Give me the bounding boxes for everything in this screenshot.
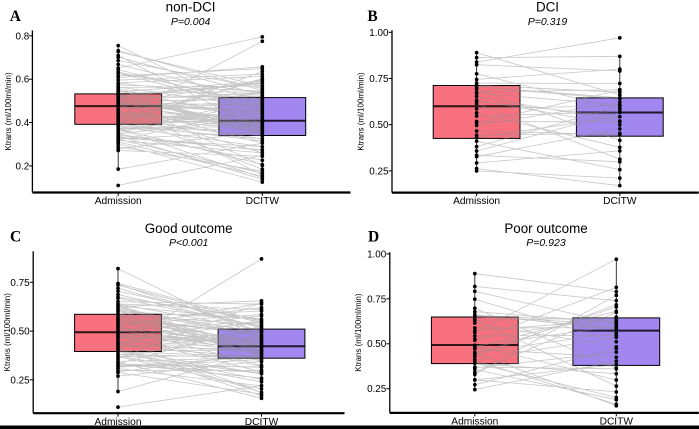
svg-text:Admission: Admission bbox=[451, 417, 498, 428]
svg-text:DCI: DCI bbox=[536, 0, 559, 15]
svg-text:DCITW: DCITW bbox=[600, 417, 634, 428]
svg-text:Admission: Admission bbox=[95, 417, 142, 428]
svg-text:Admission: Admission bbox=[453, 196, 500, 207]
svg-text:Ktrans (ml/100ml/min): Ktrans (ml/100ml/min) bbox=[354, 293, 363, 372]
svg-text:0.75: 0.75 bbox=[367, 294, 387, 305]
svg-text:0.4: 0.4 bbox=[15, 118, 29, 129]
svg-text:Admission: Admission bbox=[95, 196, 142, 207]
svg-text:P<0.001: P<0.001 bbox=[169, 237, 208, 249]
svg-text:0.75: 0.75 bbox=[10, 278, 30, 289]
svg-text:C: C bbox=[10, 228, 21, 245]
svg-text:DCITW: DCITW bbox=[245, 417, 279, 428]
svg-text:0.25: 0.25 bbox=[369, 166, 389, 177]
svg-text:0.6: 0.6 bbox=[15, 75, 29, 86]
svg-text:DCITW: DCITW bbox=[603, 196, 637, 207]
svg-text:0.50: 0.50 bbox=[369, 120, 389, 131]
svg-text:P=0.923: P=0.923 bbox=[526, 237, 566, 249]
svg-text:DCITW: DCITW bbox=[246, 196, 280, 207]
svg-text:P=0.004: P=0.004 bbox=[171, 16, 211, 28]
svg-text:1.00: 1.00 bbox=[367, 249, 387, 260]
svg-text:0.8: 0.8 bbox=[15, 31, 29, 42]
svg-text:non-DCI: non-DCI bbox=[166, 0, 216, 15]
svg-text:Poor outcome: Poor outcome bbox=[504, 221, 587, 236]
svg-text:D: D bbox=[368, 228, 379, 245]
svg-text:Good outcome: Good outcome bbox=[145, 221, 233, 236]
svg-text:B: B bbox=[367, 8, 377, 25]
svg-text:0.25: 0.25 bbox=[10, 375, 30, 386]
svg-text:1.00: 1.00 bbox=[369, 28, 389, 39]
svg-text:A: A bbox=[10, 8, 22, 25]
svg-text:Ktrans (ml/100ml/min): Ktrans (ml/100ml/min) bbox=[3, 293, 12, 372]
svg-text:0.50: 0.50 bbox=[10, 327, 30, 338]
svg-text:0.75: 0.75 bbox=[369, 74, 389, 85]
svg-text:0.50: 0.50 bbox=[367, 339, 387, 350]
svg-text:0.25: 0.25 bbox=[367, 384, 387, 395]
svg-text:P=0.319: P=0.319 bbox=[528, 16, 568, 28]
svg-text:Ktrans (ml/100ml/min): Ktrans (ml/100ml/min) bbox=[4, 72, 13, 151]
svg-text:Ktrans (ml/100ml/min): Ktrans (ml/100ml/min) bbox=[357, 72, 366, 151]
svg-text:0.2: 0.2 bbox=[15, 161, 29, 172]
